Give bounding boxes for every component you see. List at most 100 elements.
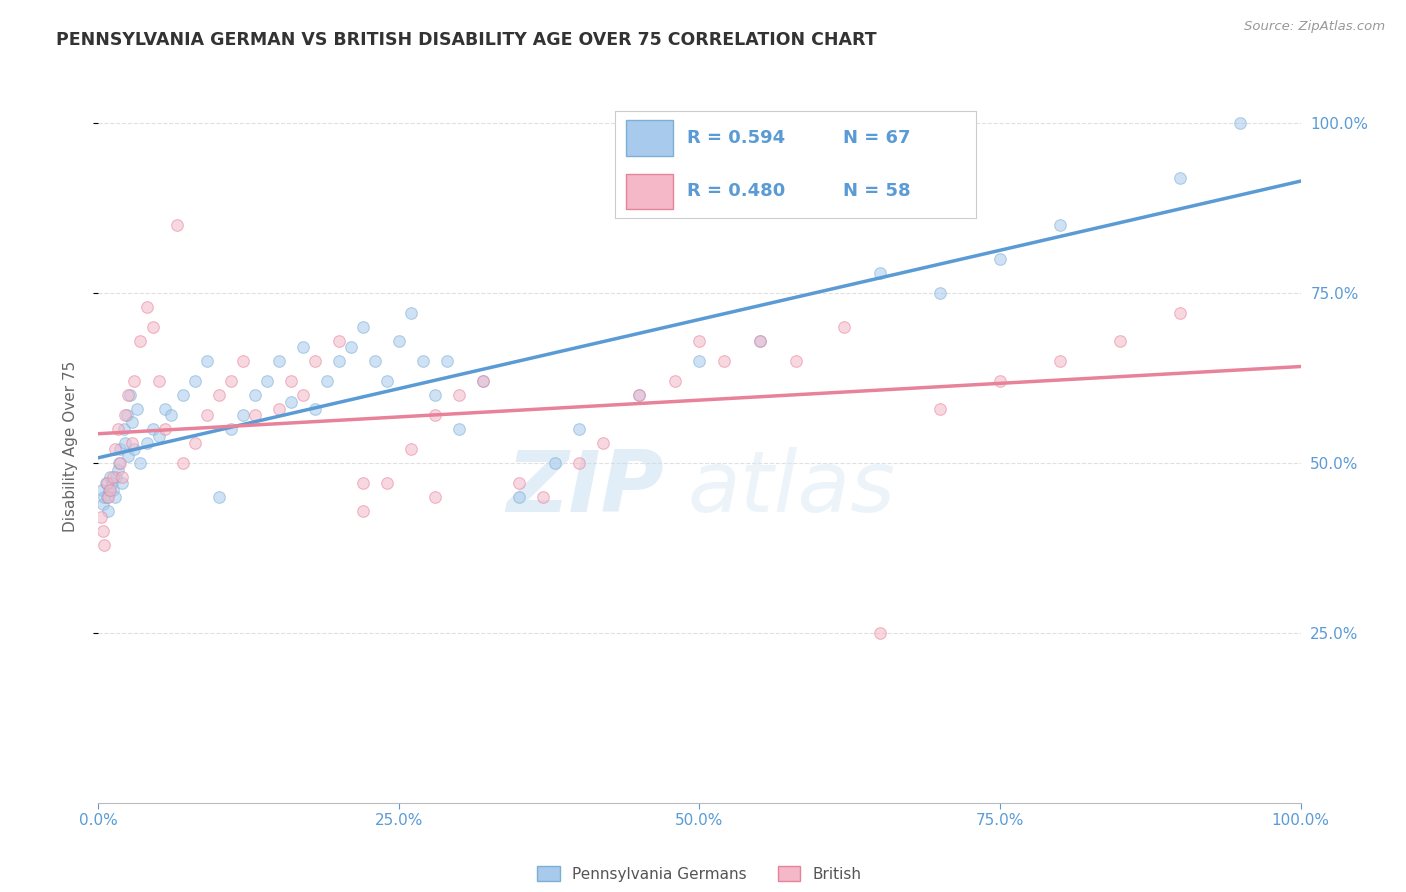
Point [159,409,181,423]
Point [508,490,530,504]
Point [94,476,117,491]
Point [232,409,254,423]
Point [869,626,891,640]
Point [101,469,124,483]
Point [243,388,266,402]
Point [267,401,290,416]
Point [91,524,114,538]
Point [129,456,152,470]
Point [112,422,135,436]
Point [93,537,115,551]
Point [436,354,458,368]
Point [108,456,131,470]
Point [111,469,134,483]
Point [568,456,591,470]
Point [124,442,146,457]
Point [832,320,855,334]
Point [412,354,434,368]
Point [280,375,302,389]
Point [748,334,770,348]
Point [531,490,554,504]
Point [111,476,134,491]
Point [172,388,194,402]
Point [928,286,950,301]
Point [544,456,567,470]
Point [689,334,711,348]
Point [375,375,398,389]
Point [423,388,446,402]
Point [568,422,591,436]
Point [352,476,374,491]
Point [364,354,387,368]
Point [135,300,157,314]
Point [328,354,350,368]
Point [1049,354,1071,368]
Point [183,375,205,389]
Point [388,334,411,348]
Point [141,320,163,334]
Point [135,435,157,450]
Point [195,354,218,368]
Point [748,334,770,348]
Point [1109,334,1132,348]
Point [124,375,146,389]
Point [267,354,290,368]
Point [1049,218,1071,232]
Point [91,497,114,511]
Point [256,375,278,389]
Point [90,510,112,524]
Point [153,401,176,416]
Point [447,422,470,436]
Point [129,334,152,348]
Point [108,456,131,470]
Point [148,429,170,443]
Point [100,483,122,498]
Point [988,375,1011,389]
Text: ZIP: ZIP [506,447,664,531]
Point [107,463,129,477]
Point [117,409,139,423]
Point [291,388,314,402]
Point [195,409,218,423]
Point [243,409,266,423]
Point [114,409,136,423]
Point [508,476,530,491]
Point [91,483,114,498]
Point [399,306,422,320]
Point [988,252,1011,266]
Point [315,375,337,389]
Point [105,469,128,483]
Point [232,354,254,368]
Y-axis label: Disability Age Over 75: Disability Age Over 75 [63,360,77,532]
Point [1170,306,1192,320]
Point [100,469,122,483]
Point [101,483,124,498]
Point [97,503,120,517]
Point [93,490,115,504]
Point [689,354,711,368]
Point [153,422,176,436]
Point [664,375,686,389]
Point [352,320,374,334]
Point [785,354,807,368]
Point [628,388,651,402]
Point [117,388,139,402]
Point [104,442,127,457]
Point [121,415,143,429]
Point [291,341,314,355]
Point [713,354,735,368]
Point [628,388,651,402]
Point [208,490,231,504]
Point [96,476,118,491]
Point [472,375,495,389]
Point [166,218,188,232]
Point [219,375,242,389]
Point [304,401,326,416]
Point [423,490,446,504]
Point [328,334,350,348]
Point [125,401,148,416]
Point [447,388,470,402]
Point [208,388,231,402]
Point [108,442,131,457]
Text: atlas: atlas [688,447,896,531]
